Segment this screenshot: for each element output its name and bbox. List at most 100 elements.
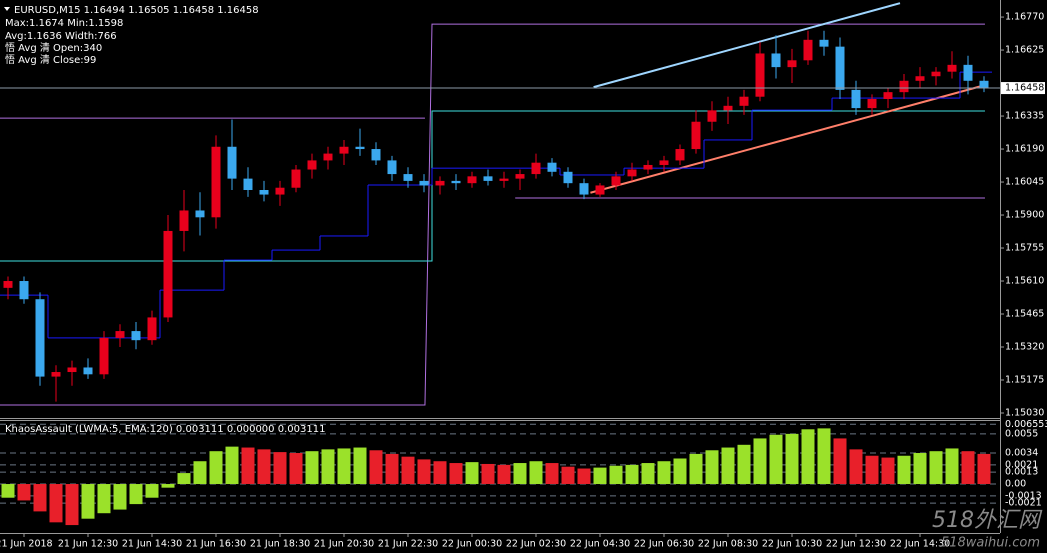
histogram-bar — [689, 453, 703, 485]
histogram-bar — [321, 449, 335, 485]
candle-body — [867, 98, 877, 109]
candle-body — [707, 110, 717, 122]
candle-body — [19, 281, 29, 300]
overlay-line — [593, 2, 901, 89]
candle-body — [275, 187, 285, 195]
candle-body — [451, 180, 461, 184]
candle-body — [643, 164, 653, 170]
histogram-bar — [385, 453, 399, 485]
candle-body — [531, 162, 541, 175]
histogram-bar — [273, 452, 287, 485]
histogram-bar — [1, 484, 15, 498]
candle-body — [723, 105, 733, 111]
candle-body — [851, 89, 861, 109]
histogram-bar — [401, 456, 415, 485]
histogram-bar — [465, 462, 479, 485]
histogram-bar — [433, 461, 447, 485]
candle-body — [787, 60, 797, 68]
y-tick-label: 1.15610 — [1005, 276, 1044, 287]
histogram-bar — [641, 463, 655, 485]
x-tick-label: 21 Jun 12:30 — [58, 539, 118, 550]
y-tick-label: 0.0055 — [1005, 428, 1038, 439]
y-tick-label: 1.16335 — [1005, 111, 1044, 122]
candle-body — [115, 331, 125, 338]
x-tick-label: 22 Jun 00:30 — [442, 539, 502, 550]
y-tick-label: 1.15320 — [1005, 342, 1044, 353]
candle-body — [435, 180, 445, 186]
histogram-bar — [577, 468, 591, 485]
histogram-bar — [865, 455, 879, 485]
histogram-bar — [129, 484, 143, 505]
overlay-line — [0, 23, 985, 406]
y-tick-label: 0.006553 — [1005, 419, 1047, 430]
candle-body — [947, 64, 957, 72]
candle-body — [67, 367, 77, 373]
histogram-bar — [833, 438, 847, 485]
histogram-bar — [97, 484, 111, 514]
candle-body — [611, 176, 621, 186]
histogram-bar — [289, 453, 303, 485]
histogram-bar — [561, 466, 575, 485]
x-tick-label: 22 Jun 10:30 — [762, 539, 822, 550]
y-tick-label: 0.0013 — [1005, 467, 1038, 478]
y-tick-label: -0.0021 — [1005, 498, 1042, 509]
histogram-bar — [609, 465, 623, 485]
histogram-bar — [881, 457, 895, 485]
candle-body — [659, 160, 669, 165]
histogram-bar — [529, 461, 543, 485]
y-tick-label: 1.15900 — [1005, 210, 1044, 221]
candle-body — [83, 367, 93, 375]
info-line: Avg:1.1636 Width:766 — [5, 31, 117, 42]
candle-body — [35, 299, 45, 377]
y-tick-label: 1.16045 — [1005, 177, 1044, 188]
candle-body — [99, 337, 109, 375]
candle-body — [483, 176, 493, 181]
histogram-bar — [353, 447, 367, 485]
candle-body — [579, 183, 589, 195]
x-tick-label: 21 Jun 20:30 — [314, 539, 374, 550]
candle-body — [51, 372, 61, 377]
y-tick-label: 1.15030 — [1005, 407, 1044, 418]
watermark: 518外汇网 — [932, 508, 1043, 533]
candle-body — [147, 317, 157, 341]
histogram-bar — [977, 453, 991, 485]
indicator-title: KhaosAssault (LWMA:5, EMA:120) 0.003111 … — [5, 424, 325, 435]
candle-body — [755, 53, 765, 97]
candle-body — [307, 160, 317, 170]
candle-body — [211, 146, 221, 218]
candle-body — [883, 92, 893, 99]
x-tick-label: 21 Jun 2018 — [0, 539, 53, 550]
y-tick-label: 1.16625 — [1005, 45, 1044, 56]
histogram-bar — [305, 451, 319, 485]
symbol-header: EURUSD,M15 1.16494 1.16505 1.16458 1.164… — [14, 5, 259, 16]
info-line: 悟 Avg 清 Open:340 — [5, 41, 102, 54]
histogram-bar — [801, 429, 815, 485]
watermark: 518waihui.com — [941, 536, 1040, 551]
histogram-bar — [337, 448, 351, 485]
candle-body — [563, 171, 573, 184]
symbol-menu-icon[interactable] — [4, 7, 10, 11]
candle-body — [339, 146, 349, 154]
histogram-bar — [929, 451, 943, 485]
histogram-bar — [913, 453, 927, 485]
candle-body — [931, 71, 941, 77]
histogram-bar — [625, 464, 639, 485]
histogram-bar — [673, 458, 687, 485]
candle-body — [595, 185, 605, 195]
y-tick-label: -0.0013 — [1005, 490, 1042, 501]
candle-body — [771, 53, 781, 68]
candle-body — [163, 230, 173, 318]
candle-body — [803, 39, 813, 61]
x-tick-label: 21 Jun 22:30 — [378, 539, 438, 550]
histogram-bar — [961, 451, 975, 485]
candle-body — [387, 160, 397, 175]
x-tick-label: 21 Jun 18:30 — [250, 539, 310, 550]
histogram-bar — [705, 450, 719, 485]
candle-body — [195, 210, 205, 218]
x-tick-label: 22 Jun 04:30 — [570, 539, 630, 550]
candle-body — [499, 178, 509, 181]
candle-body — [627, 169, 637, 177]
y-tick-label: 1.15755 — [1005, 243, 1044, 254]
